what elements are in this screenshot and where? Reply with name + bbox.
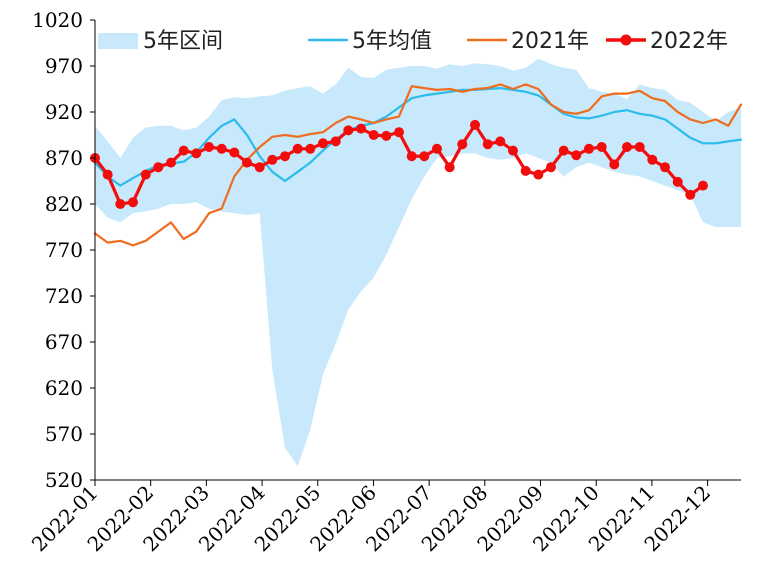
series-point-2022 (229, 147, 240, 158)
series-line-avg (93, 86, 743, 187)
series-point-2022 (128, 197, 138, 208)
series-point-2022 (609, 159, 620, 170)
range-band (95, 58, 741, 467)
series-point-2022 (280, 151, 290, 162)
series-point-2022 (166, 157, 176, 168)
y-tick-label: 920 (45, 100, 83, 124)
series-point-2022 (533, 169, 544, 180)
legend-label-2021: 2021年 (511, 29, 589, 54)
y-tick-label: 970 (45, 54, 83, 78)
series-point-2022 (660, 162, 670, 173)
series-point-2022 (457, 139, 468, 150)
series-point-2022 (115, 199, 126, 209)
y-tick-label: 620 (45, 376, 83, 400)
series-point-2022 (571, 150, 582, 161)
series-point-2022 (292, 143, 303, 154)
y-tick-label: 570 (45, 422, 83, 446)
series-point-2022 (140, 169, 151, 180)
series-point-2022 (444, 162, 455, 173)
legend-marker-2022 (620, 34, 632, 46)
series-point-2022 (482, 139, 493, 150)
series-point-2022 (622, 142, 632, 152)
y-tick-label: 670 (45, 330, 83, 354)
series-point-2022 (672, 176, 683, 187)
series-point-2022 (432, 143, 442, 154)
legend-label-avg: 5年均值 (352, 29, 432, 54)
series-point-2022 (191, 148, 202, 159)
series-point-2022 (356, 123, 366, 134)
y-tick-label: 520 (45, 468, 83, 492)
legend: 5年区间 5年均值 2021年 2022年 (98, 29, 728, 54)
series-point-2022 (647, 154, 658, 165)
y-tick-label: 720 (45, 284, 83, 308)
series-point-2022 (419, 151, 430, 162)
series-point-2022 (698, 180, 708, 191)
series-point-2022 (685, 189, 696, 200)
series-point-2022 (102, 169, 113, 180)
series-point-2022 (318, 138, 328, 149)
series-point-2022 (508, 145, 518, 156)
series-point-2022 (204, 142, 214, 152)
series-point-2022 (254, 162, 265, 173)
series-point-2022 (330, 136, 341, 147)
series-point-2022 (178, 145, 189, 156)
series-point-2022 (242, 157, 252, 168)
series-point-2022 (394, 127, 404, 138)
series-point-2022 (470, 119, 480, 130)
series-point-2022 (267, 154, 278, 165)
y-tick-label: 820 (45, 192, 83, 216)
series-point-2022 (216, 143, 227, 154)
series-point-2022 (596, 142, 607, 152)
legend-label-2022: 2022年 (650, 29, 728, 54)
series-point-2022 (634, 142, 645, 152)
y-tick-label: 1020 (32, 8, 83, 32)
series-point-2022 (584, 143, 594, 154)
series-line-2021 (93, 83, 743, 247)
legend-swatch-band (98, 33, 138, 49)
series-point-2022 (546, 162, 556, 173)
series-point-2022 (495, 136, 506, 147)
series-point-2022 (381, 130, 392, 141)
y-tick-label: 770 (45, 238, 83, 262)
series-point-2022 (368, 130, 379, 140)
y-tick-label: 870 (45, 146, 83, 170)
series-point-2022 (520, 165, 531, 176)
series-point-2022 (305, 143, 316, 154)
series-point-2022 (406, 151, 417, 162)
series-point-2022 (153, 162, 164, 173)
legend-label-band: 5年区间 (143, 29, 223, 54)
series-point-2022 (558, 145, 569, 156)
series-point-2022 (343, 125, 354, 136)
plot-area (90, 58, 743, 467)
